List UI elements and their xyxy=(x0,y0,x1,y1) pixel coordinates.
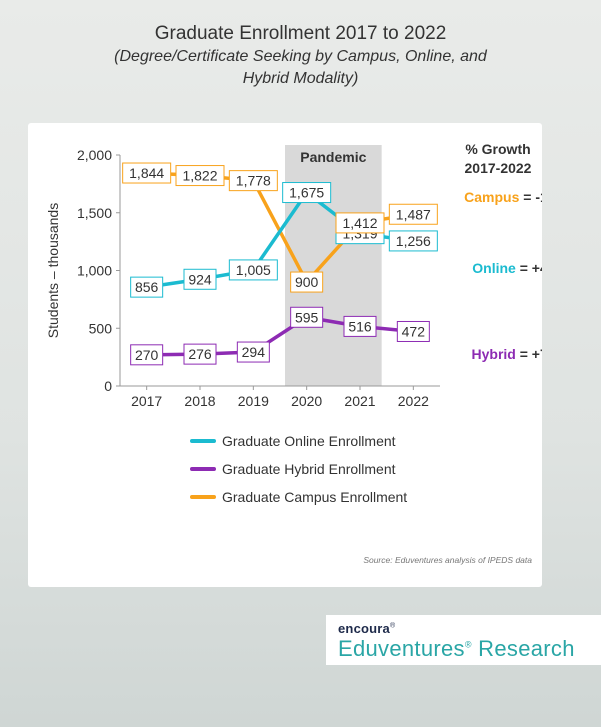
data-label-hybrid: 516 xyxy=(348,318,372,334)
data-label-box-campus xyxy=(228,170,278,192)
source-note: Source: Eduventures analysis of IPEDS da… xyxy=(363,555,532,565)
growth-value: = +75% xyxy=(516,346,542,362)
data-label-box-campus xyxy=(122,162,172,184)
legend-item-hybrid: Graduate Hybrid Enrollment xyxy=(190,461,396,477)
x-tick-label: 2020 xyxy=(291,393,322,409)
legend-label-campus: Graduate Campus Enrollment xyxy=(222,489,408,505)
legend-swatch-campus xyxy=(190,495,216,499)
pandemic-label: Pandemic xyxy=(300,149,366,165)
brand-eduventures-research: Eduventures® Research xyxy=(338,636,575,662)
enrollment-line-chart: Pandemic 0 500 1,000 1,500 2,000 Students – th… xyxy=(45,141,543,409)
brand-encoura-mark: ® xyxy=(389,622,396,630)
growth-value: = +47% xyxy=(516,260,542,276)
brand-logo: encoura® Eduventures® Research xyxy=(326,615,601,665)
data-label-online: 1,005 xyxy=(236,262,271,278)
brand-eduventures-text: Eduventures xyxy=(338,636,465,661)
data-label-box-hybrid xyxy=(236,341,270,363)
growth-series-name: Online xyxy=(472,260,516,276)
data-label-box-hybrid xyxy=(343,315,377,337)
data-label-campus: 1,822 xyxy=(182,168,217,184)
y-axis-title: Students – thousands xyxy=(45,203,61,338)
x-tick-label: 2019 xyxy=(238,393,269,409)
data-label-box-hybrid xyxy=(290,306,324,328)
growth-annotation-campus: Campus = -19% xyxy=(464,189,542,205)
y-tick-label: 2,000 xyxy=(77,147,112,163)
data-label-hybrid: 270 xyxy=(135,347,159,363)
data-label-campus: 1,412 xyxy=(342,215,377,231)
brand-research-text: Research xyxy=(471,636,575,661)
legend-item-online: Graduate Online Enrollment xyxy=(190,433,396,449)
brand-eduventures-mark: ® xyxy=(464,639,472,650)
data-label-hybrid: 595 xyxy=(295,309,319,325)
data-label-box-hybrid xyxy=(130,344,164,366)
data-label-campus: 1,487 xyxy=(396,206,431,222)
data-label-box-online xyxy=(388,230,438,252)
growth-title-line-1: % Growth xyxy=(465,141,530,157)
data-label-box-online xyxy=(228,259,278,281)
data-label-online: 856 xyxy=(135,279,159,295)
growth-series-name: Hybrid xyxy=(472,346,516,362)
data-label-campus: 1,844 xyxy=(129,165,164,181)
data-label-box-campus xyxy=(175,165,225,187)
y-tick-label: 1,000 xyxy=(77,263,112,279)
data-label-box-online xyxy=(183,268,217,290)
brand-encoura-text: encoura xyxy=(338,621,390,636)
y-tick-label: 0 xyxy=(104,378,112,394)
y-tick-label: 500 xyxy=(89,320,113,336)
legend-item-campus: Graduate Campus Enrollment xyxy=(190,489,407,505)
data-label-box-campus xyxy=(290,271,324,293)
chart-subtitle-line-1: (Degree/Certificate Seeking by Campus, O… xyxy=(114,48,487,65)
data-label-online: 1,675 xyxy=(289,185,324,201)
x-tick-label: 2022 xyxy=(398,393,429,409)
growth-annotation-online: Online = +47% xyxy=(472,260,542,276)
legend-label-hybrid: Graduate Hybrid Enrollment xyxy=(222,461,396,477)
data-label-campus: 1,778 xyxy=(236,173,271,189)
data-label-campus: 900 xyxy=(295,274,319,290)
x-tick-label: 2018 xyxy=(184,393,215,409)
brand-encoura: encoura® xyxy=(338,621,395,636)
y-tick-label: 1,500 xyxy=(77,205,112,221)
title-block: Graduate Enrollment 2017 to 2022 (Degree… xyxy=(0,22,601,90)
chart-card: Pandemic 0 500 1,000 1,500 2,000 Students – th… xyxy=(28,123,542,587)
data-label-box-online xyxy=(282,182,332,204)
data-label-hybrid: 276 xyxy=(188,346,212,362)
data-label-online: 1,256 xyxy=(396,233,431,249)
data-label-online: 924 xyxy=(188,271,212,287)
data-label-box-hybrid xyxy=(396,320,430,342)
growth-annotation-hybrid: Hybrid = +75% xyxy=(472,346,543,362)
data-label-box-campus xyxy=(388,203,438,225)
legend-swatch-hybrid xyxy=(190,467,216,471)
data-label-box-hybrid xyxy=(183,343,217,365)
growth-value: = -19% xyxy=(519,189,542,205)
x-tick-label: 2017 xyxy=(131,393,162,409)
legend-swatch-online xyxy=(190,439,216,443)
chart-subtitle-line-2: Hybrid Modality) xyxy=(242,70,359,87)
growth-series-name: Campus xyxy=(464,189,519,205)
data-label-box-online xyxy=(130,276,164,298)
data-label-hybrid: 294 xyxy=(242,344,266,360)
chart-title: Graduate Enrollment 2017 to 2022 xyxy=(154,23,447,44)
data-label-hybrid: 472 xyxy=(402,323,426,339)
legend-label-online: Graduate Online Enrollment xyxy=(222,433,396,449)
data-label-box-campus xyxy=(335,212,385,234)
growth-title-line-2: 2017-2022 xyxy=(465,160,532,176)
x-tick-label: 2021 xyxy=(344,393,375,409)
